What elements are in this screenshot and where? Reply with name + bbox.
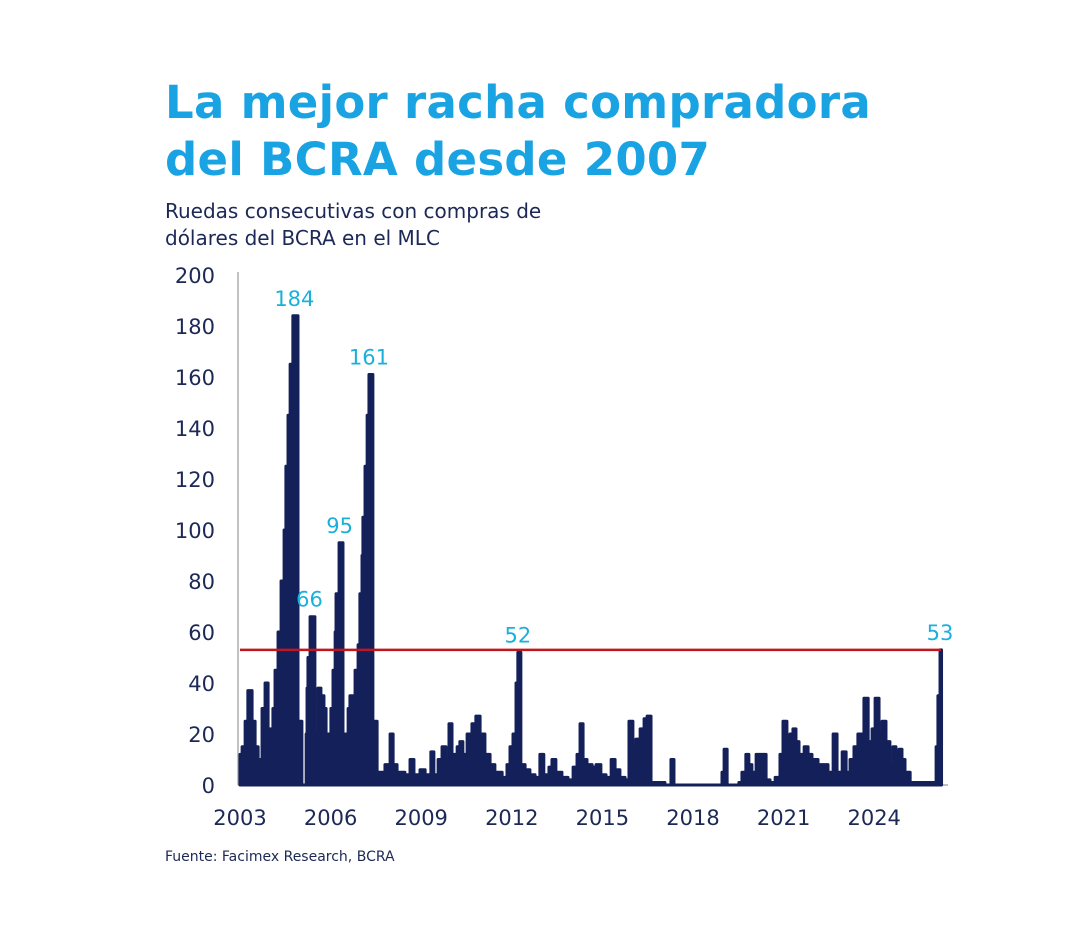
x-tick-label: 2018 <box>666 806 719 830</box>
chart-title: La mejor racha compradora del BCRA desde… <box>165 74 871 188</box>
y-tick-label: 160 <box>175 366 215 390</box>
x-tick-label: 2006 <box>304 806 357 830</box>
x-tick-label: 2003 <box>213 806 266 830</box>
chart-subtitle-line-2: dólares del BCRA en el MLC <box>165 226 440 250</box>
y-tick-label: 100 <box>175 519 215 543</box>
x-tick-label: 2009 <box>394 806 447 830</box>
x-tick-label: 2021 <box>757 806 810 830</box>
chart-title-line-2: del BCRA desde 2007 <box>165 133 711 186</box>
peak-label: 53 <box>927 621 954 645</box>
peak-label: 52 <box>504 623 531 647</box>
x-tick-label: 2024 <box>847 806 900 830</box>
y-tick-label: 80 <box>188 570 215 594</box>
y-tick-label: 20 <box>188 723 215 747</box>
y-tick-label: 60 <box>188 621 215 645</box>
peak-label: 184 <box>274 287 314 311</box>
x-tick-label: 2012 <box>485 806 538 830</box>
x-tick-label: 2015 <box>576 806 629 830</box>
peak-label: 161 <box>349 345 389 369</box>
y-tick-label: 0 <box>202 774 215 798</box>
peak-label: 95 <box>326 514 353 538</box>
y-tick-label: 180 <box>175 315 215 339</box>
y-tick-label: 120 <box>175 468 215 492</box>
y-tick-label: 40 <box>188 672 215 696</box>
series-area <box>238 314 944 787</box>
chart-title-line-1: La mejor racha compradora <box>165 76 872 129</box>
chart-source: Fuente: Facimex Research, BCRA <box>165 849 395 865</box>
y-tick-label: 200 <box>175 264 215 288</box>
peak-label: 66 <box>296 588 323 612</box>
y-tick-label: 140 <box>175 417 215 441</box>
chart-subtitle-line-1: Ruedas consecutivas con compras de <box>165 199 542 223</box>
chart-subtitle: Ruedas consecutivas con compras de dólar… <box>165 198 541 252</box>
